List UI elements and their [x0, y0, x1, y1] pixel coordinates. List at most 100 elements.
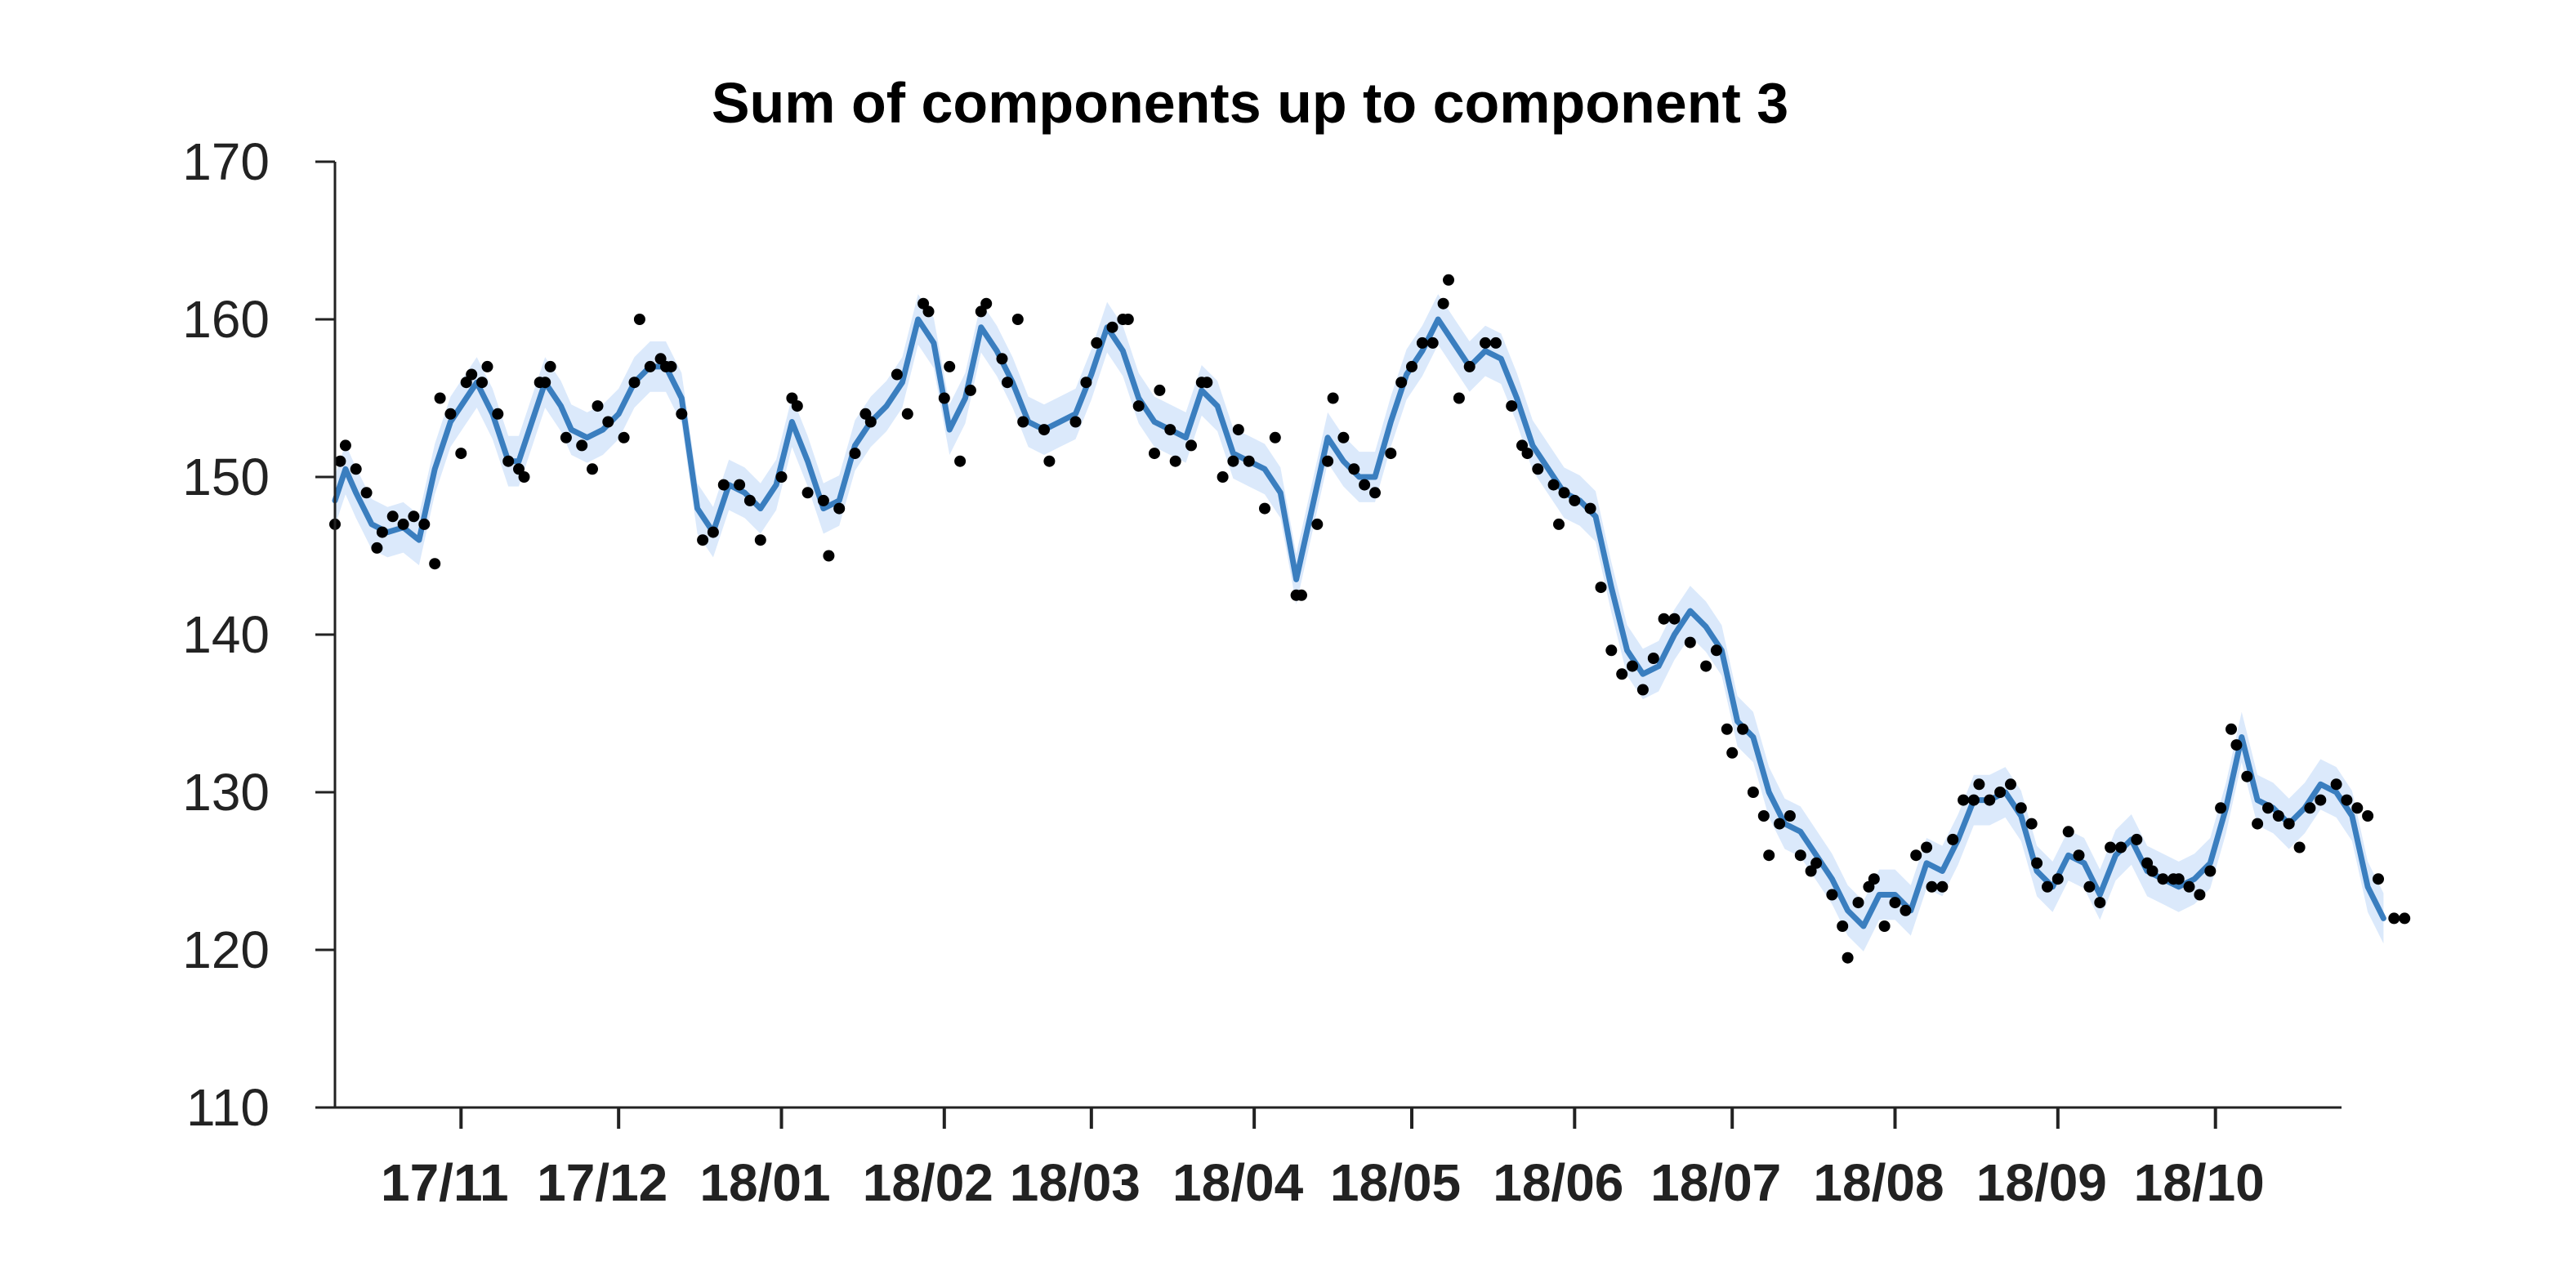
data-point	[1164, 424, 1176, 436]
data-point	[1700, 660, 1712, 672]
data-point	[964, 384, 976, 396]
data-point	[576, 439, 588, 452]
data-point	[339, 439, 351, 452]
data-point	[1080, 377, 1092, 389]
y-tick-label: 130	[182, 763, 270, 822]
data-point	[1091, 336, 1103, 349]
data-point	[1837, 920, 1849, 932]
confidence-band	[335, 294, 2384, 952]
data-point	[2204, 865, 2217, 877]
data-point	[492, 408, 504, 420]
data-point	[2094, 897, 2106, 909]
data-point	[518, 471, 530, 483]
data-point	[791, 400, 803, 412]
data-point	[1784, 810, 1796, 822]
data-point	[1227, 455, 1239, 467]
data-point	[2226, 723, 2237, 735]
data-point	[1069, 416, 1082, 428]
data-point	[1269, 431, 1281, 443]
data-point	[1842, 952, 1854, 964]
data-point	[587, 463, 598, 475]
data-point	[1921, 841, 1933, 853]
data-point	[1443, 274, 1454, 286]
data-point	[1521, 448, 1534, 460]
data-point	[1595, 582, 1607, 594]
data-point	[2388, 912, 2400, 925]
data-point	[2194, 889, 2206, 901]
x-tick-label: 17/12	[537, 1153, 667, 1212]
data-point	[980, 297, 993, 310]
data-point	[1185, 439, 1197, 452]
data-point	[1416, 336, 1428, 349]
data-point	[1385, 448, 1397, 460]
data-point	[1926, 880, 1938, 893]
data-point	[2005, 778, 2016, 791]
data-point	[418, 518, 431, 530]
data-point	[602, 416, 614, 428]
data-point	[1106, 321, 1118, 333]
data-point	[444, 408, 457, 420]
data-point	[1002, 377, 1013, 389]
data-point	[1584, 502, 1596, 515]
data-point	[938, 392, 950, 404]
data-point	[1647, 653, 1659, 664]
data-point	[1359, 479, 1371, 491]
data-point	[2015, 802, 2027, 814]
data-point	[1826, 889, 1838, 901]
data-point	[901, 408, 913, 420]
data-point	[1506, 400, 1518, 412]
data-point	[334, 455, 346, 467]
data-point	[1217, 471, 1229, 483]
data-point	[502, 455, 515, 467]
data-point	[2083, 880, 2096, 893]
data-point	[1636, 684, 1649, 696]
data-point	[1011, 314, 1024, 325]
data-point	[823, 550, 835, 562]
data-point	[408, 510, 420, 523]
data-point	[2315, 794, 2327, 806]
data-point	[1878, 920, 1891, 932]
y-tick-label: 150	[182, 448, 270, 506]
data-point	[2131, 833, 2143, 845]
x-tick-label: 17/11	[381, 1153, 509, 1212]
data-point	[2373, 873, 2384, 885]
data-point	[1947, 833, 1959, 845]
data-point	[954, 455, 967, 467]
uncertainty-band-layer	[335, 294, 2384, 952]
data-point	[2252, 818, 2264, 830]
data-point	[2272, 810, 2284, 822]
data-point	[1569, 494, 1581, 506]
data-point	[717, 479, 730, 491]
data-points-layer	[329, 274, 2411, 964]
data-point	[1201, 377, 1213, 389]
data-point	[386, 510, 399, 523]
data-point	[376, 526, 388, 538]
data-point	[1994, 787, 2007, 798]
data-point	[633, 314, 645, 325]
data-point	[476, 377, 488, 389]
data-point	[2183, 880, 2195, 893]
data-point	[1311, 518, 1324, 530]
y-tick-label: 170	[182, 132, 270, 191]
data-point	[1532, 463, 1544, 475]
data-point	[707, 526, 719, 538]
x-tick-label: 18/10	[2134, 1153, 2265, 1212]
data-point	[1154, 384, 1166, 396]
x-tick-label: 18/03	[1010, 1153, 1141, 1212]
data-point	[1395, 377, 1408, 389]
data-point	[697, 534, 709, 546]
data-point	[2157, 873, 2169, 885]
data-point	[676, 408, 688, 420]
data-point	[2031, 857, 2043, 869]
data-point	[1348, 463, 1360, 475]
data-point	[864, 416, 877, 428]
data-point	[801, 487, 814, 499]
data-point	[775, 471, 788, 483]
data-point	[1721, 723, 1733, 735]
data-point	[1558, 487, 1570, 499]
x-tick-label: 18/04	[1172, 1153, 1304, 1212]
data-point	[849, 448, 861, 460]
data-point	[1852, 897, 1864, 909]
data-point	[2351, 802, 2364, 814]
